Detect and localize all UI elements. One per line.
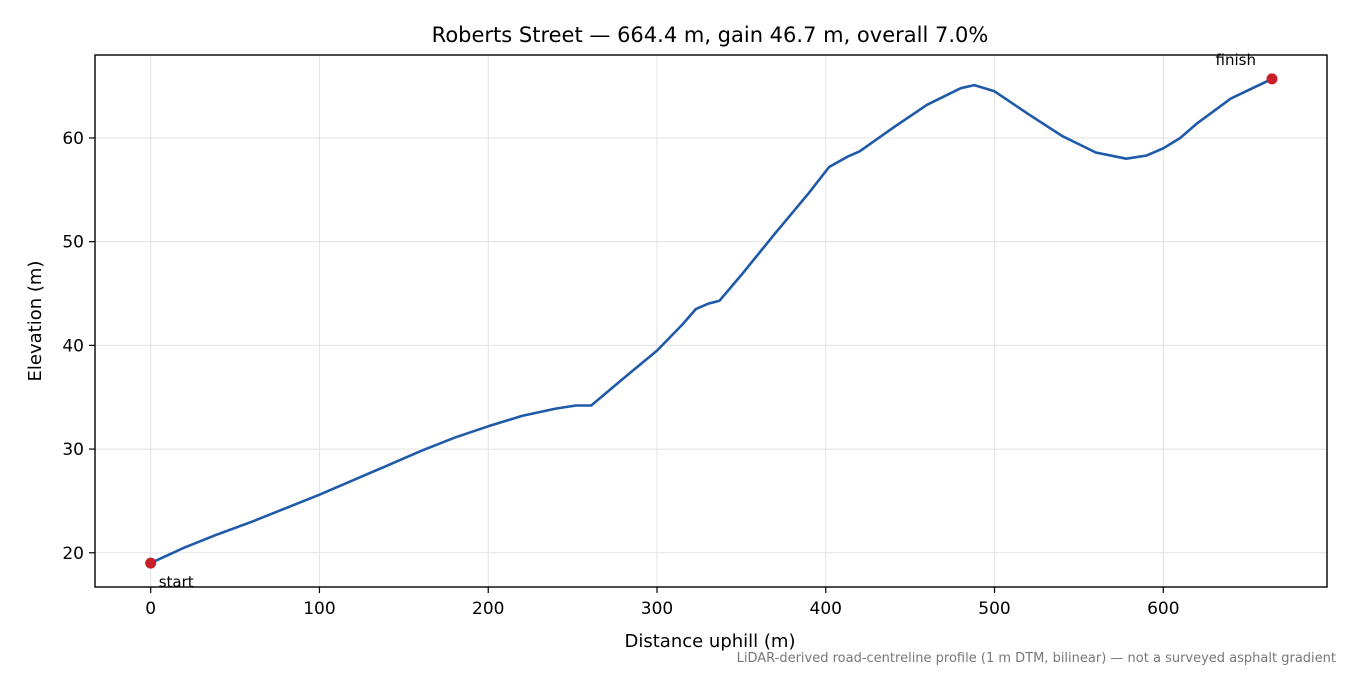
x-tick-label: 600 bbox=[1147, 599, 1179, 619]
footnote: LiDAR-derived road-centreline profile (1… bbox=[736, 651, 1336, 666]
start-label: start bbox=[159, 573, 194, 591]
finish-point bbox=[1266, 73, 1278, 85]
axis-ticks: 0 100 200 300 400 500 600 20 30 40 50 60 bbox=[62, 129, 1179, 619]
x-tick-label: 500 bbox=[978, 599, 1010, 619]
y-axis-label: Elevation (m) bbox=[25, 261, 46, 382]
x-tick-label: 300 bbox=[641, 599, 673, 619]
plot-frame bbox=[94, 54, 1328, 588]
elevation-line bbox=[149, 77, 1274, 565]
y-tick-label: 30 bbox=[62, 440, 84, 460]
x-tick-label: 400 bbox=[810, 599, 842, 619]
x-axis-label: Distance uphill (m) bbox=[625, 631, 796, 652]
series-layer: start finish bbox=[145, 51, 1278, 591]
x-tick-label: 100 bbox=[303, 599, 335, 619]
chart-title: Roberts Street — 664.4 m, gain 46.7 m, o… bbox=[432, 23, 989, 47]
finish-label: finish bbox=[1216, 51, 1256, 69]
y-tick-label: 20 bbox=[62, 544, 84, 564]
y-tick-label: 50 bbox=[62, 233, 84, 253]
y-tick-label: 60 bbox=[62, 129, 84, 149]
start-point bbox=[145, 557, 157, 569]
x-tick-label: 200 bbox=[472, 599, 504, 619]
x-tick-label: 0 bbox=[145, 599, 156, 619]
y-tick-label: 40 bbox=[62, 336, 84, 356]
grid-lines bbox=[95, 55, 1327, 587]
